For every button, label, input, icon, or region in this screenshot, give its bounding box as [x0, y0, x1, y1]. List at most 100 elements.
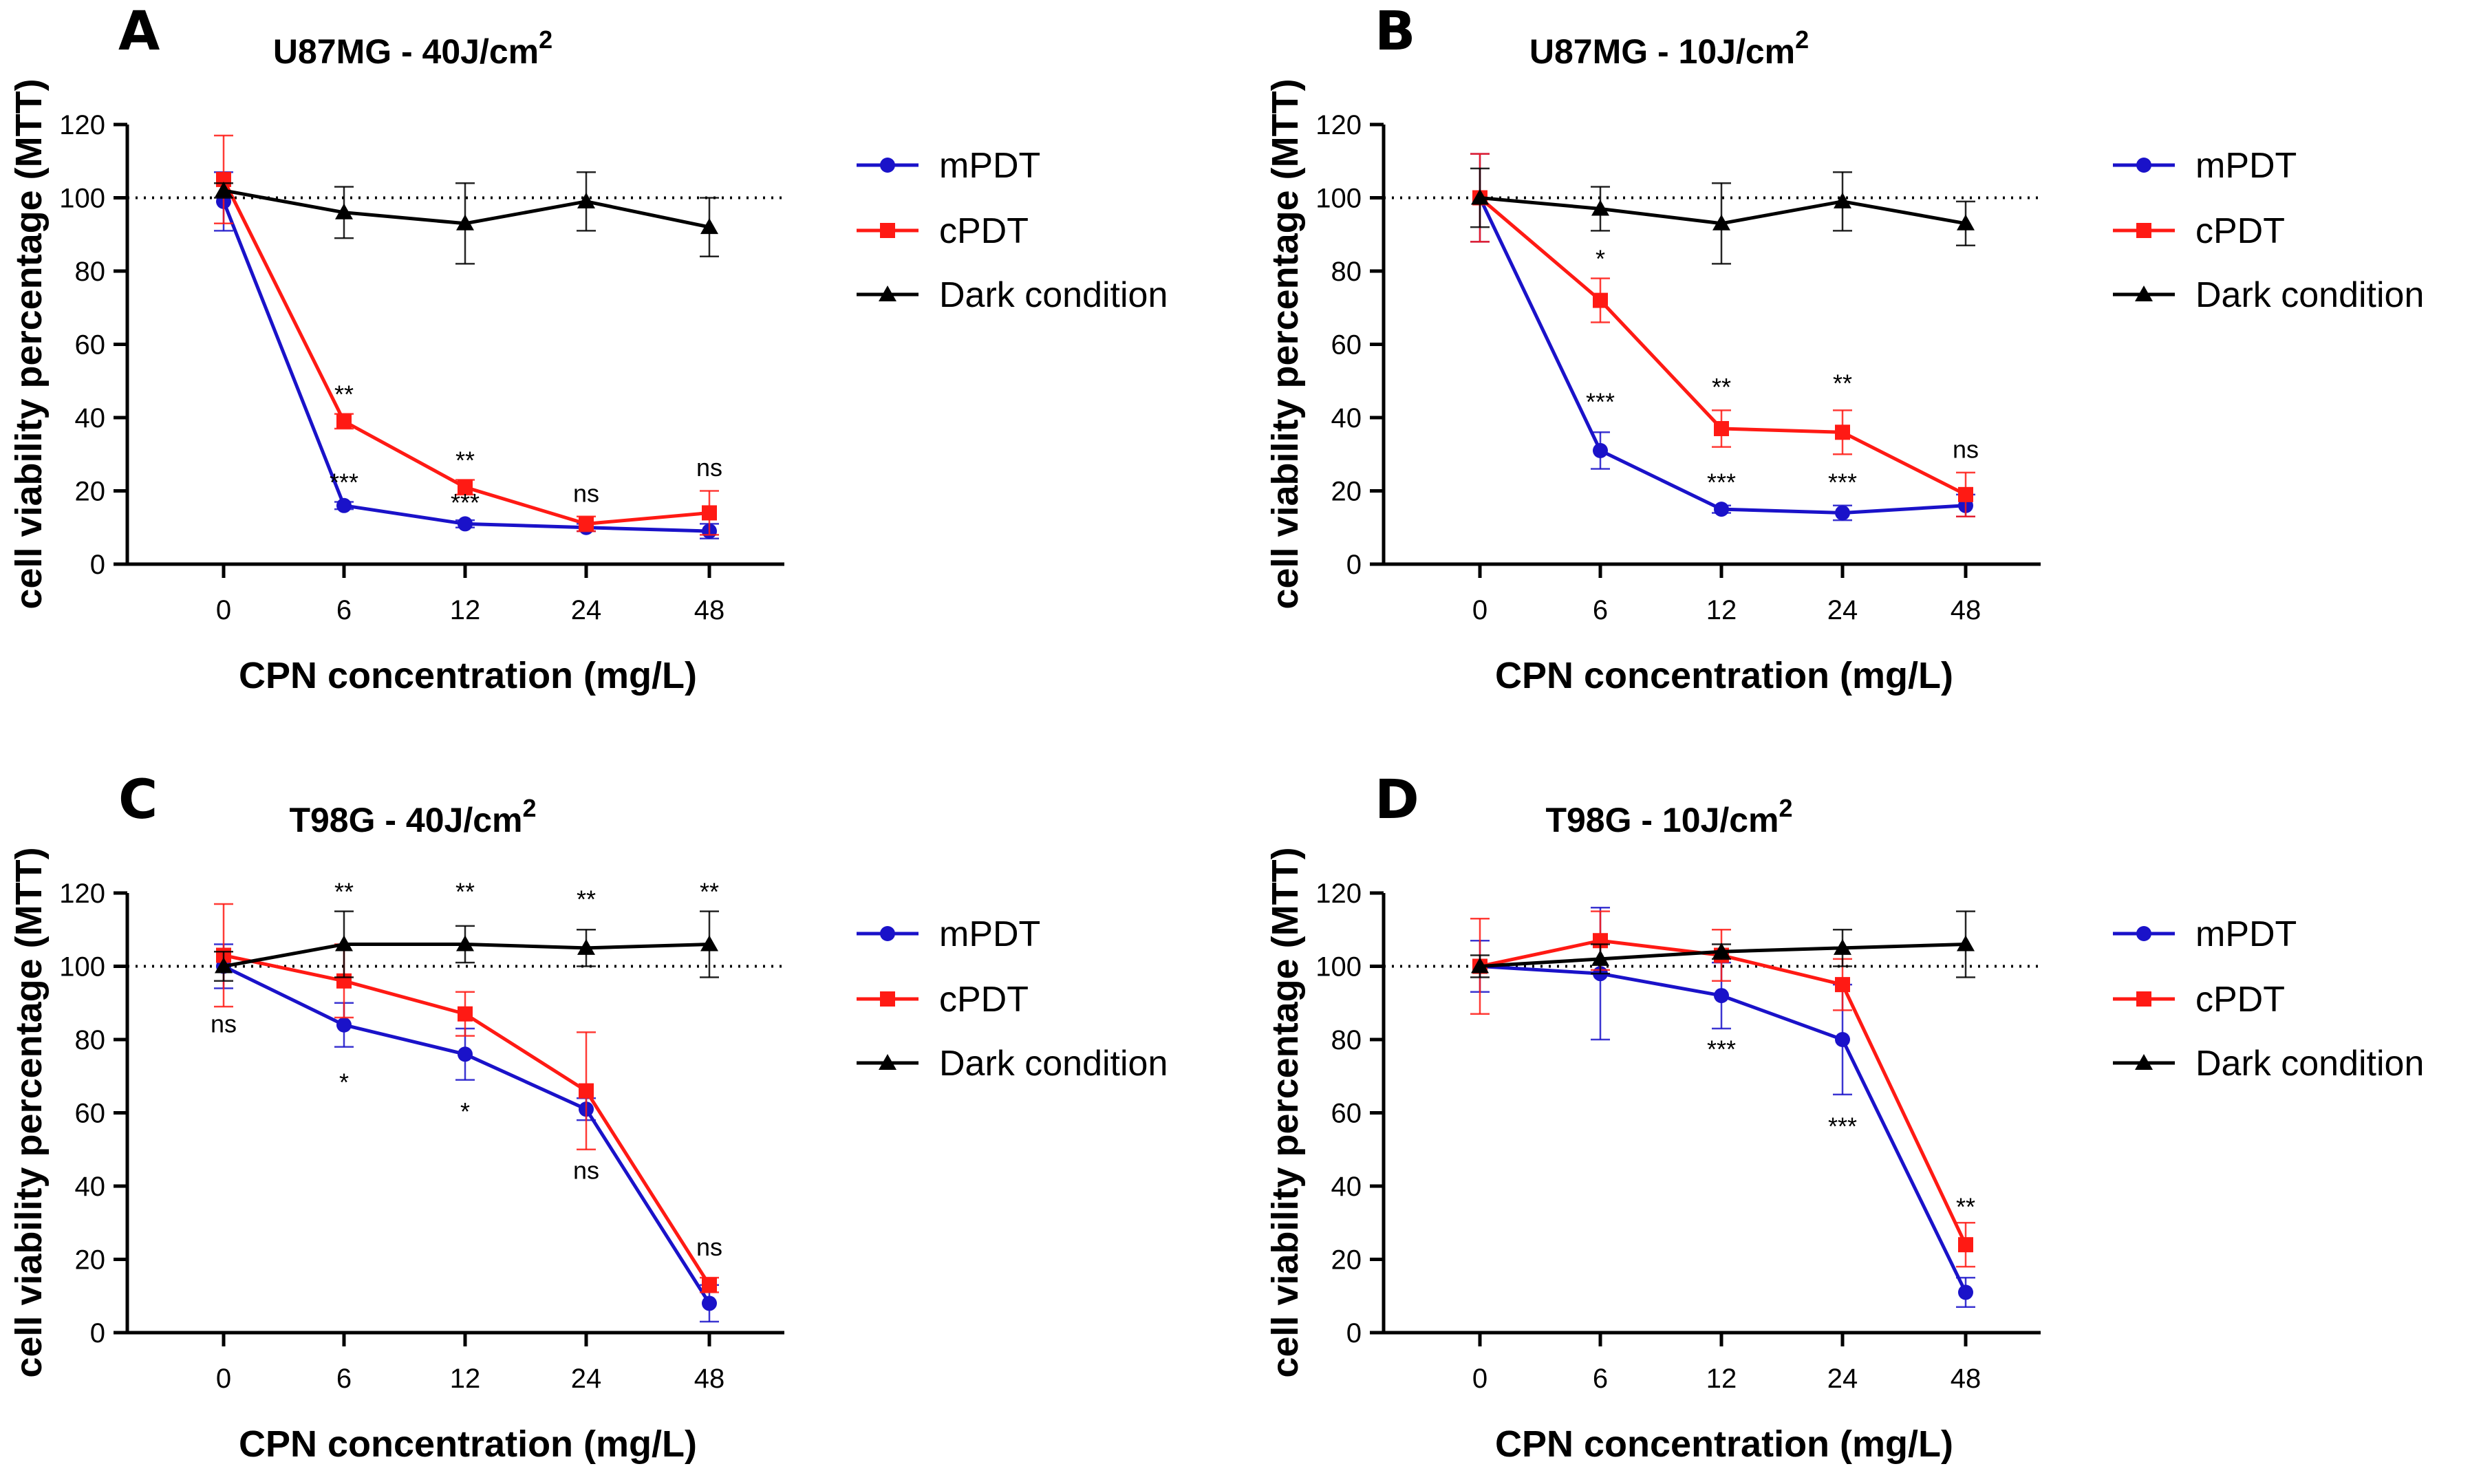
panel-title-text: U87MG - 10J/cm: [1529, 32, 1795, 71]
x-tick-label: 0: [1472, 595, 1487, 625]
significance-label: **: [1712, 373, 1731, 401]
legend-marker: [2136, 991, 2151, 1007]
x-axis-title: CPN concentration (mg/L): [239, 655, 697, 696]
y-axis-title: cell viability percentage (MTT): [8, 847, 50, 1377]
significance-label: ***: [1707, 1035, 1736, 1064]
data-point: [702, 505, 717, 521]
data-point: [456, 935, 474, 951]
significance-label: ***: [1828, 1112, 1857, 1140]
x-tick-label: 12: [450, 595, 481, 625]
data-point: [1714, 420, 1729, 436]
x-tick-label: 12: [1706, 1364, 1737, 1394]
panel-title: U87MG - 10J/cm2: [1529, 25, 1809, 71]
panel-letter: D: [1375, 769, 1419, 831]
data-point: [1957, 935, 1975, 951]
data-point: [577, 938, 595, 955]
data-point: [458, 1006, 473, 1022]
x-tick-label: 6: [1593, 595, 1608, 625]
legend-label: mPDT: [2195, 146, 2297, 186]
data-point: [1712, 214, 1730, 230]
x-tick-label: 48: [694, 1364, 725, 1394]
y-tick-label: 40: [75, 1172, 106, 1202]
data-point: [458, 516, 473, 532]
x-tick-label: 0: [216, 595, 231, 625]
legend-marker: [879, 1054, 896, 1070]
y-tick-label: 100: [59, 184, 105, 214]
data-point: [1958, 1237, 1973, 1253]
legend-marker: [2135, 286, 2153, 301]
y-tick-label: 0: [1346, 1318, 1362, 1348]
significance-label: *: [460, 1097, 470, 1126]
data-point: [577, 192, 595, 208]
panel-title-text: T98G - 40J/cm: [289, 801, 522, 839]
y-tick-label: 100: [59, 952, 105, 982]
y-tick-label: 60: [1331, 330, 1362, 361]
significance-label: ns: [696, 453, 722, 482]
x-axis-title: CPN concentration (mg/L): [1495, 1423, 1953, 1465]
significance-label: **: [700, 878, 719, 906]
data-point: [1835, 977, 1850, 993]
data-point: [1957, 214, 1975, 230]
legend-marker: [880, 991, 895, 1007]
significance-label: **: [1833, 369, 1852, 398]
y-tick-label: 100: [1315, 184, 1362, 214]
panel-title: T98G - 40J/cm2: [289, 794, 536, 839]
legend-marker: [879, 286, 896, 301]
significance-label: **: [455, 878, 475, 906]
series-mpdt: [1470, 153, 1975, 521]
data-point: [215, 181, 233, 197]
significance-label: *: [1596, 245, 1605, 273]
y-tick-label: 60: [1331, 1099, 1362, 1129]
data-point: [1593, 442, 1608, 458]
legend-label: cPDT: [2195, 211, 2285, 251]
y-tick-label: 80: [1331, 257, 1362, 287]
legend: mPDT cPDT Dark condition: [857, 146, 1168, 315]
legend-label: Dark condition: [2195, 275, 2424, 315]
y-tick-label: 20: [75, 1245, 106, 1276]
panel-letter: C: [118, 769, 158, 831]
legend-marker: [2136, 158, 2151, 173]
series-line: [1479, 938, 1968, 1246]
x-tick-label: 0: [216, 1364, 231, 1394]
x-tick-label: 48: [1951, 595, 1981, 625]
y-tick-label: 100: [1315, 952, 1362, 982]
data-point: [1471, 957, 1489, 974]
series-dark-condition: [1470, 167, 1975, 265]
data-point: [1591, 949, 1609, 966]
significance-label: ns: [1953, 435, 1979, 464]
series-line: [1478, 197, 1966, 515]
y-tick-label: 120: [1315, 110, 1362, 140]
legend-label: mPDT: [939, 146, 1040, 186]
x-tick-label: 6: [1593, 1364, 1608, 1394]
significance-label: **: [577, 885, 596, 913]
legend-label: cPDT: [939, 980, 1029, 1020]
panel-title-text: U87MG - 40J/cm: [273, 32, 539, 71]
series-line: [1479, 965, 1968, 1293]
panel-title-text: T98G - 10J/cm: [1545, 801, 1779, 839]
data-point: [456, 214, 474, 230]
data-point: [1958, 1284, 1973, 1300]
significance-label: ***: [451, 488, 480, 517]
data-point: [1958, 486, 1973, 502]
data-point: [1714, 988, 1729, 1004]
series-dark-condition: [214, 910, 719, 982]
panel-letter: B: [1375, 1, 1415, 63]
data-point: [1591, 200, 1609, 216]
y-tick-label: 0: [90, 550, 105, 580]
data-point: [1712, 943, 1730, 959]
data-point: [458, 480, 473, 495]
x-axis-title: CPN concentration (mg/L): [239, 1423, 697, 1465]
data-point: [458, 1046, 473, 1062]
data-point: [336, 497, 352, 513]
y-tick-label: 20: [75, 477, 106, 507]
data-point: [702, 1295, 717, 1311]
x-tick-label: 0: [1472, 1364, 1487, 1394]
series-cpdt: [214, 134, 719, 536]
y-tick-label: 20: [1331, 1245, 1362, 1276]
y-tick-label: 80: [75, 257, 106, 287]
significance-label: ns: [573, 479, 599, 507]
y-tick-label: 80: [75, 1025, 106, 1055]
